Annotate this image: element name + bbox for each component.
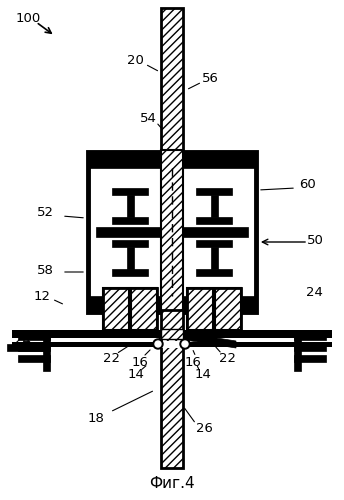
Text: 50: 50 [307,234,323,246]
Bar [215,288,241,330]
Text: 60: 60 [300,178,316,192]
Bar [196,269,232,276]
Text: 14: 14 [195,368,212,382]
Circle shape [182,341,188,347]
Text: 54: 54 [140,112,157,124]
Text: 20: 20 [127,54,143,66]
Text: Фиг.4: Фиг.4 [149,476,195,490]
Bar [161,329,183,339]
Text: 14: 14 [128,368,144,382]
Text: 12: 12 [33,290,51,302]
Text: 24: 24 [13,334,30,346]
Bar [112,217,148,224]
Bar [196,217,232,224]
Bar [196,240,232,247]
Bar [18,355,50,362]
Bar [161,8,183,156]
Bar [112,269,148,276]
Text: 56: 56 [202,72,218,85]
Bar [127,247,134,269]
Bar [294,344,326,351]
Bar [18,333,50,340]
Bar [294,355,326,362]
Bar [161,329,183,339]
Bar [12,330,332,338]
Bar [196,188,232,195]
Text: 16: 16 [185,356,202,368]
Circle shape [180,339,190,349]
Text: 22: 22 [219,352,237,364]
Text: 100: 100 [15,12,41,24]
Bar [187,288,213,330]
Bar [294,333,326,340]
Bar [112,240,148,247]
Text: 18: 18 [88,412,105,424]
Circle shape [155,341,161,347]
Text: 16: 16 [131,356,149,368]
Polygon shape [185,333,236,348]
Bar [7,344,49,351]
Bar [187,288,241,330]
Bar [96,227,248,237]
Bar [161,150,183,314]
Bar [103,288,129,330]
Bar [161,8,183,156]
Bar [88,296,256,312]
Polygon shape [159,333,160,348]
Bar [131,288,157,330]
Bar [12,342,332,347]
Bar [294,331,301,371]
Bar [211,195,218,217]
Text: 22: 22 [104,352,120,364]
Bar [18,344,50,351]
Bar [127,195,134,217]
Text: 52: 52 [36,206,54,220]
Bar [161,341,183,348]
Bar [43,331,50,371]
Text: 26: 26 [195,422,213,434]
Bar [112,188,148,195]
Bar [103,288,157,330]
Bar [211,247,218,269]
Text: 24: 24 [305,286,322,298]
Circle shape [153,339,163,349]
Bar [88,152,256,312]
Bar [88,152,256,168]
Text: 58: 58 [36,264,53,276]
Bar [161,310,183,468]
